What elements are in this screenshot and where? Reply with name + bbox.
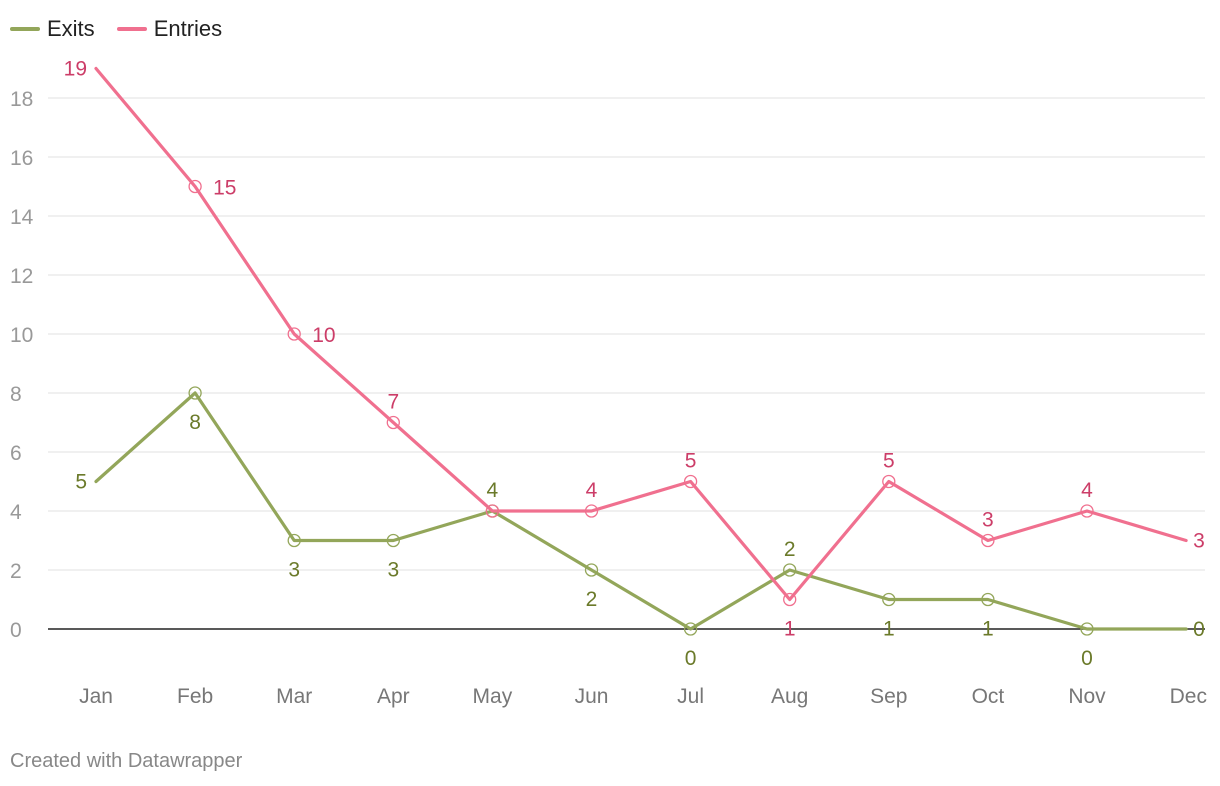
legend-label-exits: Exits (47, 16, 95, 41)
data-label-entries: 1 (784, 618, 796, 641)
data-label-exits: 1 (982, 618, 994, 641)
data-label-entries: 7 (387, 391, 399, 414)
data-label-exits: 4 (487, 479, 499, 502)
y-tick-label: 18 (10, 88, 33, 111)
x-tick-label: Feb (177, 685, 213, 708)
y-tick-label: 8 (10, 383, 22, 406)
data-label-entries: 10 (312, 324, 335, 347)
data-label-exits: 2 (586, 588, 598, 611)
data-point-exits (584, 563, 599, 577)
legend: Exits Entries (10, 16, 222, 42)
data-label-exits: 0 (685, 647, 697, 670)
y-tick-label: 14 (10, 206, 34, 229)
x-tick-label: Mar (276, 685, 312, 708)
legend-swatch-entries (116, 27, 147, 31)
data-label-entries: 15 (213, 177, 236, 200)
data-label-exits: 0 (1193, 618, 1205, 641)
data-point-exits (683, 622, 698, 636)
data-point-exits (1080, 622, 1094, 636)
data-point-exits (188, 386, 202, 400)
data-point-entries (981, 533, 995, 548)
x-tick-label: Jun (575, 685, 609, 708)
legend-label-entries: Entries (153, 16, 223, 41)
data-point-entries (783, 592, 797, 607)
data-point-entries (287, 327, 301, 341)
y-tick-label: 0 (10, 619, 22, 642)
data-label-exits: 0 (1081, 647, 1093, 670)
data-point-exits (981, 592, 995, 607)
data-point-exits (287, 533, 301, 548)
data-label-exits: 1 (883, 618, 895, 641)
y-tick-label: 10 (10, 324, 33, 347)
data-label-exits: 5 (75, 471, 87, 494)
x-tick-label: Dec (1170, 685, 1207, 708)
data-point-exits (783, 563, 797, 577)
x-tick-label: Aug (771, 685, 808, 708)
x-tick-label: Jul (677, 685, 704, 708)
x-tick-label: Oct (972, 685, 1005, 708)
data-point-entries (188, 179, 202, 194)
series-line-exits (94, 391, 1188, 631)
data-point-entries (882, 474, 896, 489)
x-tick-label: Sep (870, 685, 907, 708)
data-label-entries: 5 (685, 450, 697, 473)
data-label-exits: 3 (288, 559, 300, 582)
data-label-entries: 4 (1081, 479, 1093, 502)
data-point-entries (485, 504, 500, 518)
data-label-exits: 3 (387, 559, 399, 582)
x-tick-label: Jan (79, 685, 113, 708)
data-point-entries (683, 474, 698, 489)
data-point-entries (584, 504, 599, 518)
legend-item-entries: Entries (116, 16, 223, 42)
legend-item-exits: Exits (10, 16, 95, 42)
data-label-entries: 5 (883, 450, 895, 473)
y-tick-label: 16 (10, 147, 33, 170)
x-tick-label: Apr (377, 685, 410, 708)
data-label-entries: 4 (586, 479, 598, 502)
data-label-entries: 3 (1193, 530, 1205, 553)
footer-credit: Created with Datawrapper (10, 750, 243, 772)
data-label-exits: 2 (784, 538, 796, 561)
series-line-entries (94, 66, 1188, 602)
data-label-entries: 19 (64, 58, 87, 81)
data-point-entries (1080, 504, 1094, 518)
y-tick-label: 4 (10, 501, 22, 524)
x-tick-label: Nov (1068, 685, 1106, 708)
y-tick-label: 2 (10, 560, 22, 583)
data-label-exits: 8 (189, 411, 201, 434)
data-point-exits (386, 533, 400, 548)
legend-swatch-exits (10, 27, 40, 31)
data-label-entries: 3 (982, 509, 994, 532)
y-tick-label: 6 (10, 442, 22, 465)
x-tick-label: May (473, 685, 513, 708)
y-tick-label: 12 (10, 265, 33, 288)
data-point-entries (386, 415, 400, 430)
data-point-exits (882, 592, 896, 607)
